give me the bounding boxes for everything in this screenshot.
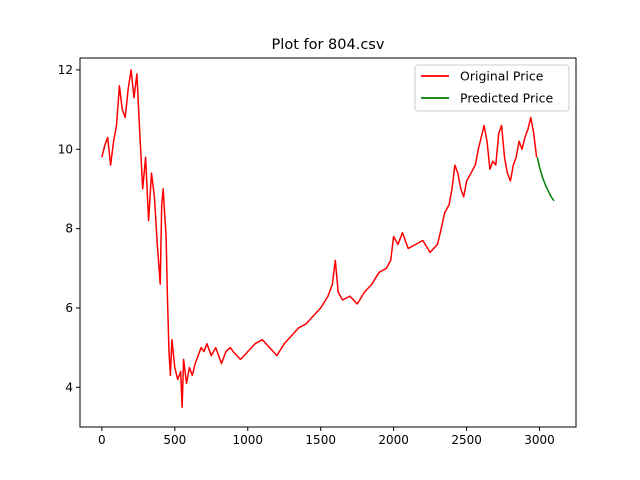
y-tick-label: 8: [65, 222, 73, 236]
y-tick-label: 6: [65, 301, 73, 315]
legend-box: [414, 64, 570, 112]
y-tick-label: 10: [58, 142, 73, 156]
legend-label: Original Price: [460, 69, 544, 84]
x-tick-label: 3000: [524, 433, 555, 447]
x-tick-label: 2000: [378, 433, 409, 447]
y-tick-label: 12: [58, 63, 73, 77]
series-line-predicted-price: [536, 157, 555, 202]
x-tick-label: 1500: [305, 433, 336, 447]
x-axis: 0 500 1000 1500 2000 2500 3000: [98, 427, 555, 447]
series-line-original-price: [101, 69, 538, 408]
y-tick-label: 4: [65, 380, 73, 394]
chart-title: Plot for 804.csv: [272, 37, 385, 53]
y-axis: 4 6 8 10 12: [58, 63, 80, 394]
legend-label: Predicted Price: [460, 91, 553, 106]
x-tick-label: 1000: [232, 433, 263, 447]
legend: Original Price Predicted Price: [414, 64, 570, 112]
x-tick-label: 0: [98, 433, 106, 447]
axes-frame: [79, 57, 577, 428]
x-tick-label: 2500: [451, 433, 482, 447]
plot-area: [79, 57, 577, 428]
x-tick-label: 500: [163, 433, 186, 447]
